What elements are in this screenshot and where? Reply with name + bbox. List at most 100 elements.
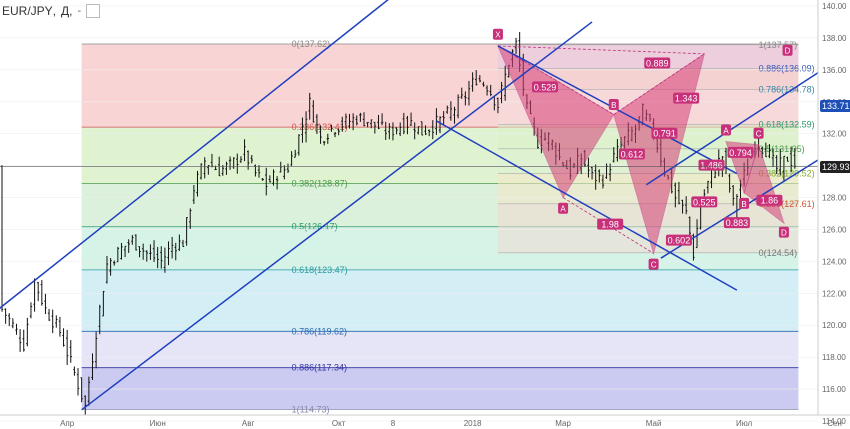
ratio-badge xyxy=(644,57,671,69)
dash-icon[interactable]: - xyxy=(77,5,82,17)
point-badge xyxy=(558,202,569,214)
ratio-badge xyxy=(698,159,725,171)
current-price-tag: 129.93 xyxy=(820,160,850,173)
ratio-label: 0.602 xyxy=(668,236,691,246)
harmonic-dotted xyxy=(497,45,705,55)
point-label: C xyxy=(651,261,657,270)
point-badge xyxy=(778,226,789,238)
header-separator: , xyxy=(52,4,57,18)
fib2-label: 0(124.54) xyxy=(759,248,798,258)
x-tick-label: Май xyxy=(646,419,662,428)
fib-label: 1(114.73) xyxy=(292,404,330,414)
y-tick-label: 136.00 xyxy=(822,66,847,75)
ratio-badge xyxy=(723,217,750,229)
point-badge xyxy=(721,124,731,136)
fib-band xyxy=(81,331,799,368)
fib-label: 0.886(117.34) xyxy=(292,363,347,373)
point-badge xyxy=(492,28,503,40)
ratio-label: 0.791 xyxy=(653,129,676,139)
point-badge xyxy=(782,44,793,56)
fib2-label: 0.382(129.52) xyxy=(759,168,815,178)
ratio-badge xyxy=(673,92,700,104)
y-tick-label: 120.00 xyxy=(822,321,847,330)
fib2-label: 0.236(127.61) xyxy=(759,199,815,209)
y-tick-label: 116.00 xyxy=(822,385,846,394)
symbol-label[interactable]: EUR/JPY xyxy=(2,4,53,18)
fib2-label: 0.786(134.78) xyxy=(759,84,815,94)
fib-label: 0.236(132.41) xyxy=(292,122,348,132)
y-tick-label: 138.00 xyxy=(822,34,847,43)
up-channel-upper xyxy=(645,61,836,186)
last-price-tag: 133.71 xyxy=(820,100,850,113)
y-tick-label: 140.00 xyxy=(822,2,847,11)
y-tick-label: 122.00 xyxy=(822,289,847,298)
header-separator: , xyxy=(69,4,73,18)
harmonic-dotted xyxy=(497,45,614,115)
y-tick-label: 132.00 xyxy=(822,130,847,139)
point-label: B xyxy=(741,200,746,209)
ratio-label: 1.98 xyxy=(601,220,619,230)
ratio-badge xyxy=(651,127,678,139)
x-tick-label: Июл xyxy=(736,419,753,428)
ratio-badge xyxy=(618,148,645,160)
fib2-band xyxy=(497,68,799,90)
x-tick-label: Авг xyxy=(242,419,255,428)
x-tick-label: 2018 xyxy=(464,419,482,428)
x-tick-label: Окт xyxy=(332,419,346,428)
ratio-badge xyxy=(597,218,624,230)
y-tick-label: 118.00 xyxy=(822,353,846,362)
y-tick-label: 114.00 xyxy=(822,417,846,426)
x-tick-label: Июн xyxy=(150,419,166,428)
chart-header: EUR/JPY, Д, - xyxy=(0,0,101,22)
point-label: D xyxy=(785,47,791,56)
y-tick-label: 128.00 xyxy=(822,194,847,203)
ratio-badge xyxy=(691,196,718,208)
fib2-label: 0.886(136.09) xyxy=(759,63,815,73)
fib2-label: 0.5(131.05) xyxy=(759,144,805,154)
harmonic-dotted xyxy=(562,197,654,254)
fib-label: 0.786(119.62) xyxy=(292,326,347,336)
ratio-label: 0.889 xyxy=(646,58,669,68)
ratio-label: 0.612 xyxy=(621,149,644,159)
point-label: A xyxy=(723,127,729,136)
timeframe-label[interactable]: Д xyxy=(61,4,70,18)
x-tick-label: Апр xyxy=(60,419,75,428)
harmonic-triangle xyxy=(613,52,706,256)
trend-channel-lower xyxy=(81,21,593,411)
point-badge xyxy=(739,197,750,209)
ratio-label: 1.86 xyxy=(761,196,779,206)
y-tick-label: 126.00 xyxy=(822,225,847,234)
fib-band xyxy=(81,269,799,332)
point-label: B xyxy=(611,101,616,110)
x-tick-label: 8 xyxy=(391,419,396,428)
fib2-label: 0.618(132.59) xyxy=(759,119,815,129)
ratio-label: 1.343 xyxy=(675,94,698,104)
point-badge xyxy=(648,258,659,270)
point-label: X xyxy=(495,31,501,40)
ratio-label: 1.486 xyxy=(700,161,723,171)
fib-label: 0.382(128.87) xyxy=(292,179,348,189)
ratio-label: 0.525 xyxy=(693,197,716,207)
ratio-label: 0.529 xyxy=(534,82,557,92)
point-badge xyxy=(608,98,619,110)
trend-channel-upper xyxy=(0,0,389,309)
x-tick-label: Мар xyxy=(555,419,571,428)
harmonic-dotted xyxy=(613,53,705,115)
fib-band xyxy=(81,367,799,410)
fib-label: 0.618(123.47) xyxy=(292,265,348,275)
fib2-band xyxy=(497,44,799,69)
fib-label: 0.5(126.17) xyxy=(292,222,338,232)
point-label: A xyxy=(560,205,566,214)
down-channel-lower xyxy=(436,120,738,291)
fib-label: 0(137.62) xyxy=(292,39,331,49)
settings-icon[interactable] xyxy=(86,4,101,18)
x-tick-label: Сен xyxy=(827,419,842,428)
y-tick-label: 124.00 xyxy=(822,257,847,266)
fib2-label: 1(137.57) xyxy=(759,40,798,50)
ratio-label: 0.794 xyxy=(729,148,752,158)
point-badge xyxy=(753,127,764,139)
point-label: D xyxy=(781,229,787,238)
point-label: C xyxy=(756,130,762,139)
